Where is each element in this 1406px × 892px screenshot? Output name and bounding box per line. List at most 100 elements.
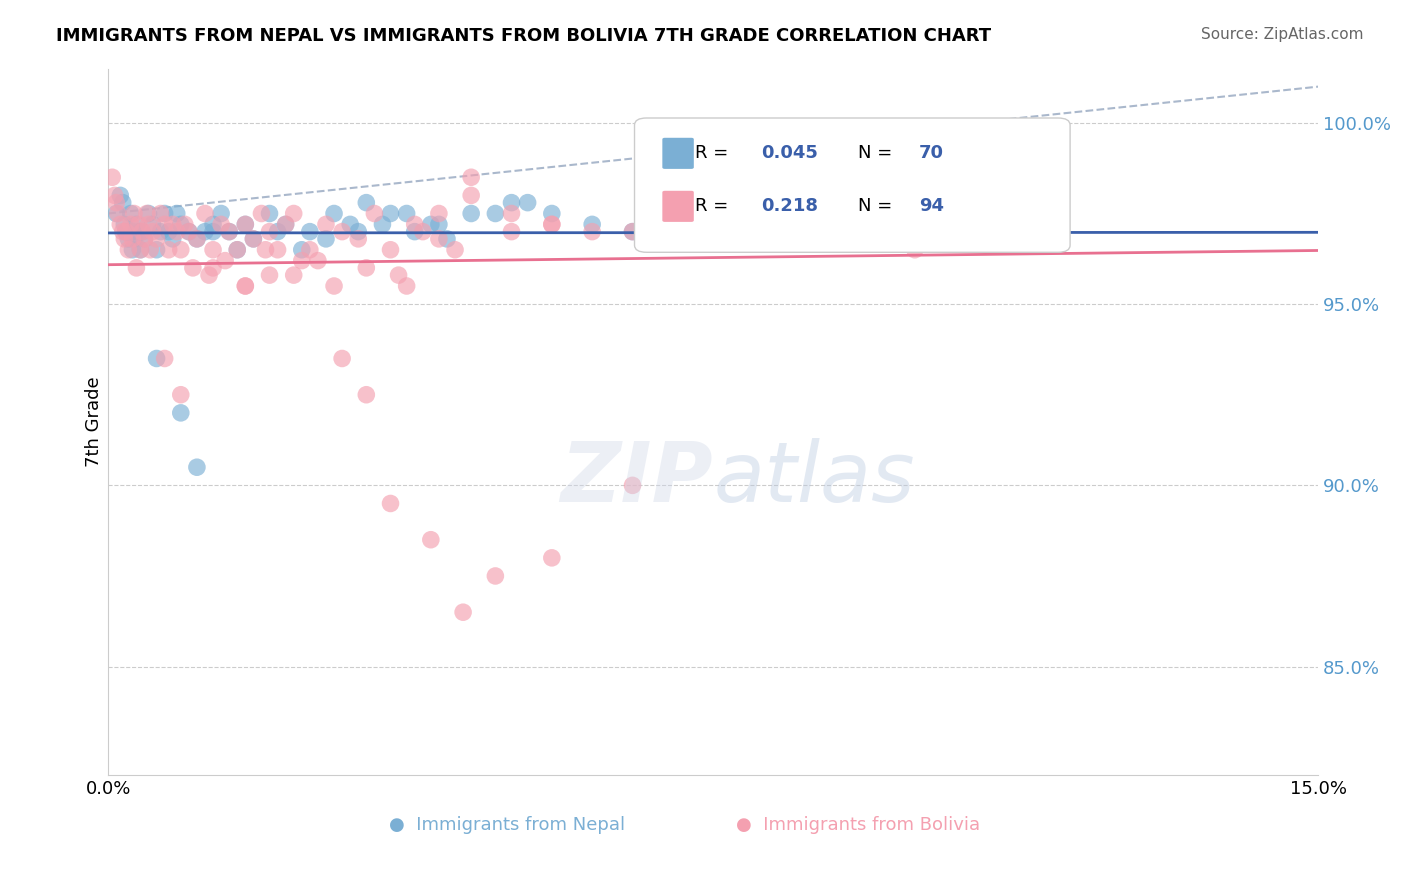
Point	[138, 206, 160, 220]
Point	[125, 260, 148, 275]
Point	[122, 206, 145, 220]
Text: 70: 70	[920, 145, 943, 162]
Point	[581, 218, 603, 232]
Point	[863, 218, 886, 232]
Point	[104, 188, 127, 202]
Point	[115, 225, 138, 239]
Point	[412, 225, 434, 239]
Point	[501, 225, 523, 239]
Point	[702, 218, 724, 232]
Point	[110, 188, 132, 202]
Point	[444, 243, 467, 257]
Point	[501, 195, 523, 210]
Point	[110, 218, 132, 232]
Point	[129, 243, 152, 257]
Point	[112, 218, 135, 232]
Point	[274, 218, 297, 232]
Point	[395, 206, 418, 220]
Point	[323, 206, 346, 220]
Point	[356, 388, 378, 402]
Point	[157, 225, 180, 239]
Point	[128, 218, 150, 232]
Point	[291, 243, 314, 257]
Point	[943, 218, 966, 232]
Point	[419, 218, 441, 232]
Point	[153, 218, 176, 232]
Point	[315, 232, 337, 246]
Point	[173, 218, 195, 232]
Point	[419, 533, 441, 547]
Y-axis label: 7th Grade: 7th Grade	[86, 376, 103, 467]
Point	[107, 206, 129, 220]
Text: 0.218: 0.218	[762, 197, 818, 215]
Point	[134, 232, 156, 246]
Point	[330, 225, 353, 239]
Point	[112, 232, 135, 246]
Point	[166, 225, 188, 239]
Point	[363, 206, 385, 220]
Point	[135, 206, 157, 220]
Point	[427, 206, 450, 220]
Point	[122, 232, 145, 246]
Point	[356, 260, 378, 275]
Point	[460, 188, 482, 202]
Point	[121, 225, 143, 239]
Point	[395, 279, 418, 293]
Point	[742, 232, 765, 246]
Point	[540, 218, 562, 232]
Point	[250, 206, 273, 220]
Point	[186, 232, 208, 246]
Point	[823, 225, 845, 239]
Text: R =: R =	[695, 197, 734, 215]
Point	[436, 232, 458, 246]
Point	[218, 225, 240, 239]
Text: Source: ZipAtlas.com: Source: ZipAtlas.com	[1201, 27, 1364, 42]
Point	[202, 260, 225, 275]
Point	[283, 206, 305, 220]
Point	[501, 206, 523, 220]
Point	[101, 170, 124, 185]
Point	[157, 243, 180, 257]
Point	[298, 243, 321, 257]
Point	[254, 243, 277, 257]
Point	[170, 218, 193, 232]
Point	[226, 243, 249, 257]
Point	[266, 243, 288, 257]
Point	[134, 232, 156, 246]
Point	[186, 232, 208, 246]
Point	[186, 460, 208, 475]
Point	[145, 243, 167, 257]
Text: ZIP: ZIP	[561, 438, 713, 519]
Point	[516, 195, 538, 210]
Point	[209, 206, 232, 220]
Point	[218, 225, 240, 239]
Point	[540, 206, 562, 220]
Text: R =: R =	[695, 145, 734, 162]
Point	[162, 218, 184, 232]
Text: IMMIGRANTS FROM NEPAL VS IMMIGRANTS FROM BOLIVIA 7TH GRADE CORRELATION CHART: IMMIGRANTS FROM NEPAL VS IMMIGRANTS FROM…	[56, 27, 991, 45]
Text: N =: N =	[858, 145, 898, 162]
Point	[166, 206, 188, 220]
Point	[404, 218, 426, 232]
Point	[484, 206, 506, 220]
Point	[170, 243, 193, 257]
Point	[142, 225, 165, 239]
Point	[117, 243, 139, 257]
Point	[145, 232, 167, 246]
Point	[181, 260, 204, 275]
Text: 94: 94	[920, 197, 943, 215]
Point	[131, 225, 153, 239]
Point	[662, 206, 685, 220]
Point	[259, 225, 281, 239]
Point	[117, 232, 139, 246]
Point	[194, 225, 217, 239]
Point	[153, 351, 176, 366]
Point	[149, 206, 172, 220]
Point	[170, 406, 193, 420]
Point	[621, 225, 644, 239]
Point	[380, 206, 402, 220]
Point	[621, 478, 644, 492]
FancyBboxPatch shape	[662, 137, 693, 169]
Point	[138, 218, 160, 232]
Point	[823, 225, 845, 239]
